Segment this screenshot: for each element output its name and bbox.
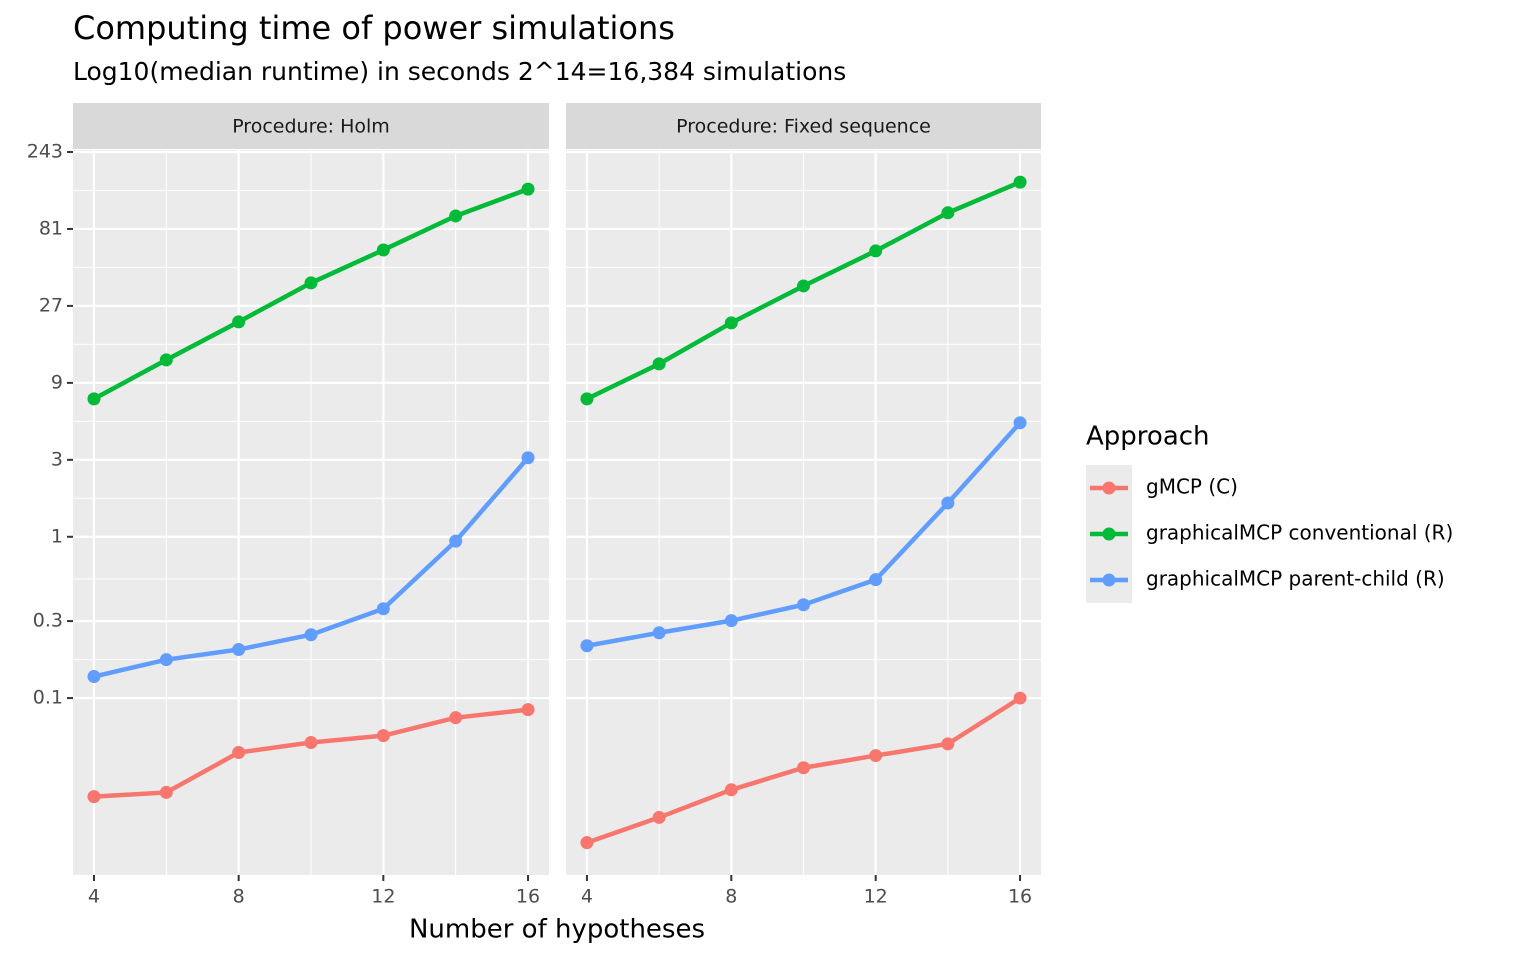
data-point [941, 206, 955, 220]
y-tick-label: 243 [27, 140, 63, 162]
data-point [797, 761, 810, 775]
data-point [797, 279, 810, 293]
x-tick-label: 12 [371, 886, 395, 908]
data-point [1013, 691, 1027, 705]
data-point [87, 392, 101, 406]
y-tick-label: 27 [39, 294, 63, 316]
data-point [521, 703, 535, 717]
data-point [376, 243, 390, 257]
data-point [449, 209, 463, 223]
data-point [941, 496, 955, 510]
chart-title: Computing time of power simulations [73, 9, 675, 47]
data-point [232, 315, 246, 329]
data-point [941, 737, 955, 751]
data-point [159, 785, 173, 799]
data-point [724, 614, 738, 628]
data-point [159, 653, 173, 667]
legend-label: graphicalMCP conventional (R) [1146, 521, 1453, 545]
legend-title: Approach [1086, 422, 1210, 452]
data-point [724, 783, 738, 797]
data-point [869, 749, 883, 763]
data-point [797, 598, 810, 612]
data-point [869, 573, 883, 587]
x-tick-label: 16 [516, 886, 540, 908]
chart-subtitle: Log10(median runtime) in seconds 2^14=16… [73, 57, 846, 86]
data-point [1013, 175, 1027, 189]
data-point [304, 628, 318, 642]
y-tick-label: 0.3 [33, 610, 63, 632]
data-point [87, 670, 101, 684]
x-axis-label: Number of hypotheses [409, 915, 705, 945]
data-point [1013, 416, 1027, 430]
y-tick-label: 1 [51, 525, 63, 547]
strip-label: Procedure: Holm [232, 116, 390, 138]
data-point [724, 316, 738, 330]
data-point [521, 451, 535, 465]
data-point [521, 182, 535, 196]
x-tick-label: 12 [864, 886, 888, 908]
data-point [652, 626, 666, 640]
data-point [652, 357, 666, 371]
y-tick-label: 0.1 [33, 687, 63, 709]
strip-label: Procedure: Fixed sequence [676, 116, 931, 138]
data-point [376, 602, 390, 616]
data-point [376, 729, 390, 743]
y-tick-label: 81 [39, 217, 63, 239]
legend-key-point [1102, 573, 1116, 587]
data-point [869, 244, 883, 258]
data-point [87, 790, 101, 804]
legend-key-point [1102, 481, 1116, 495]
data-point [304, 276, 318, 290]
legend-label: graphicalMCP parent-child (R) [1146, 567, 1445, 591]
x-tick-label: 16 [1008, 886, 1032, 908]
strip [73, 103, 549, 149]
x-tick-label: 8 [233, 886, 245, 908]
data-point [580, 392, 594, 406]
data-point [580, 639, 594, 653]
data-point [652, 810, 666, 824]
data-point [449, 534, 463, 548]
data-point [580, 836, 594, 850]
legend-key-point [1102, 527, 1116, 541]
data-point [159, 353, 173, 367]
strip [566, 103, 1041, 149]
x-tick-label: 8 [725, 886, 737, 908]
data-point [304, 736, 318, 750]
data-point [449, 711, 463, 725]
y-tick-label: 3 [51, 448, 63, 470]
data-point [232, 643, 246, 657]
x-tick-label: 4 [88, 886, 100, 908]
legend-label: gMCP (C) [1146, 475, 1238, 499]
data-point [232, 745, 246, 759]
y-tick-label: 9 [51, 371, 63, 393]
x-tick-label: 4 [581, 886, 593, 908]
